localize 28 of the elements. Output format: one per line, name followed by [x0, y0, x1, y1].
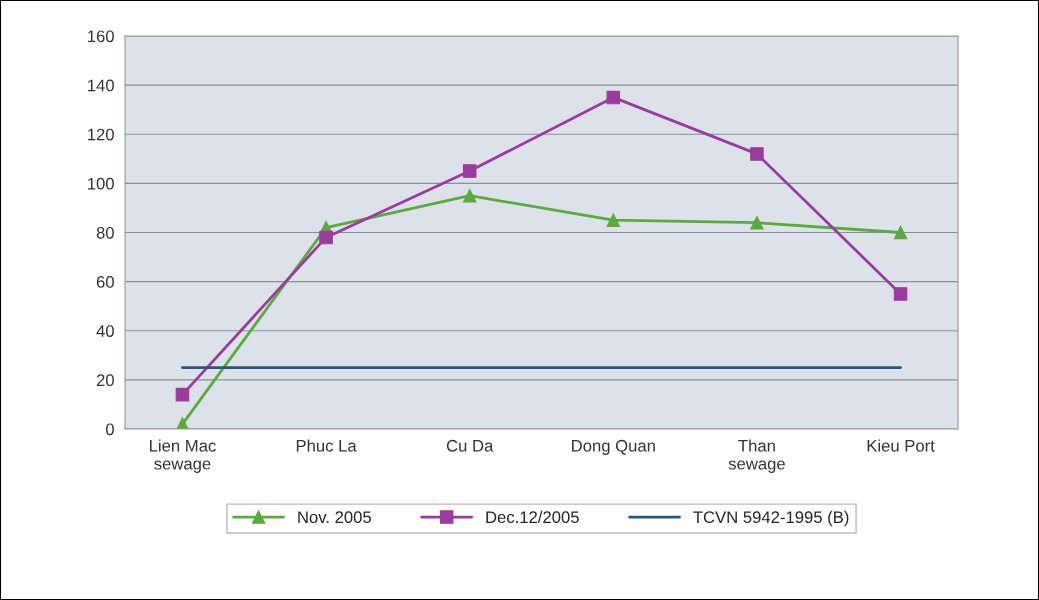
- x-tick-label: Phuc La: [296, 439, 357, 452]
- point: [750, 215, 764, 230]
- point: [462, 164, 477, 178]
- y-tick-label: 120: [88, 128, 114, 141]
- legend-label: Dec.12/2005: [486, 510, 579, 524]
- y-tick-label: 160: [88, 30, 114, 43]
- y-tick-label: 20: [96, 374, 114, 387]
- x-tick-label: Than sewage: [728, 439, 785, 473]
- point: [175, 387, 190, 402]
- y-tick-label: 40: [96, 325, 114, 337]
- point: [319, 230, 333, 245]
- legend-label: Nov. 2005: [298, 511, 371, 524]
- y-tick-label: 80: [96, 226, 114, 239]
- point: [893, 225, 908, 240]
- y-tick-label: 60: [96, 276, 114, 288]
- x-tick-label: Kieu Port: [867, 439, 935, 452]
- point: [750, 147, 764, 161]
- x-tick-label: Dong Quan: [572, 439, 655, 455]
- point: [893, 287, 908, 301]
- x-tick-label: Cu Da: [446, 439, 494, 452]
- y-tick-label: 140: [88, 79, 114, 92]
- legend-label: TCVN 5942-1995 (B): [693, 510, 849, 527]
- y-tick-label: 0: [105, 423, 114, 436]
- point: [606, 213, 621, 227]
- y-tick-label: 100: [88, 177, 114, 190]
- point: [606, 90, 621, 105]
- point: [462, 188, 477, 203]
- x-tick-label: Lien Mac sewage: [150, 439, 216, 473]
